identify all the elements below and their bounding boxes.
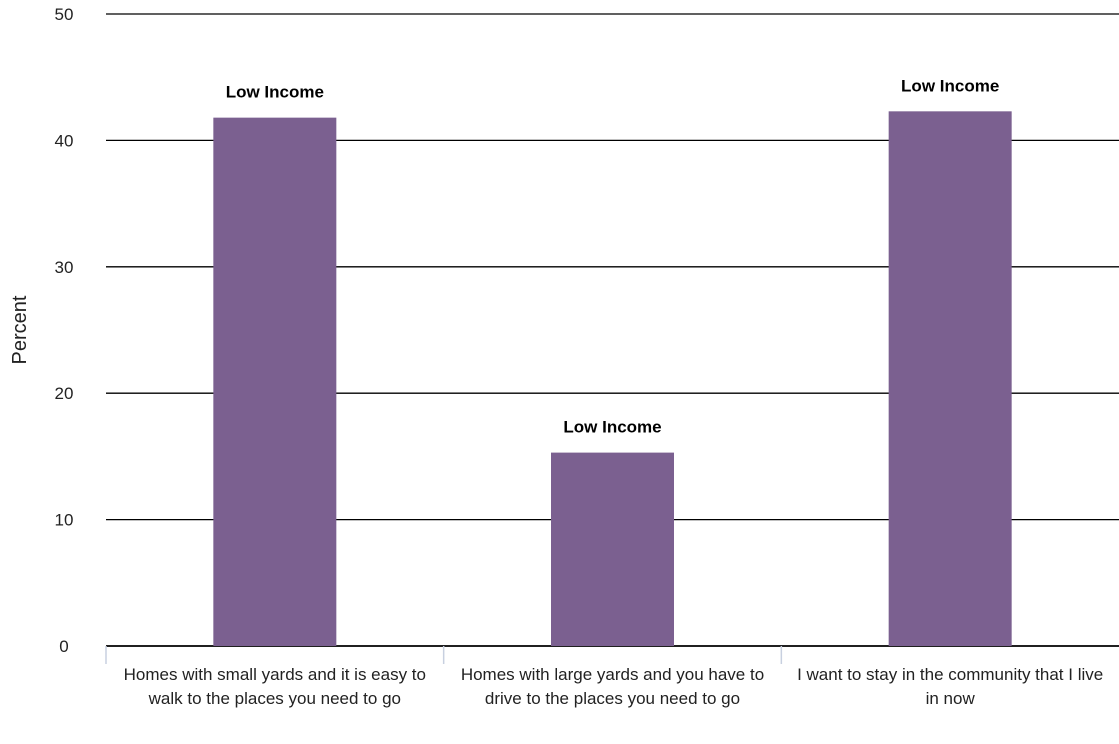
y-tick-label: 30 xyxy=(55,258,74,277)
bar xyxy=(888,111,1012,646)
y-axis-title: Percent xyxy=(9,295,31,364)
data-label: Low Income xyxy=(901,76,999,95)
y-tick-label: 20 xyxy=(55,384,74,403)
x-tick-label: I want to stay in the community that I l… xyxy=(797,665,1104,708)
y-tick-label: 0 xyxy=(59,637,68,656)
bar xyxy=(551,452,674,646)
x-tick-label: Homes with small yards and it is easy to… xyxy=(123,665,426,708)
y-tick-label: 50 xyxy=(55,5,74,24)
data-label: Low Income xyxy=(226,83,324,102)
data-labels: Low Income Low Income Low Income xyxy=(226,76,1000,436)
x-tick-label: Homes with large yards and you have to d… xyxy=(460,665,765,708)
bars xyxy=(213,111,1012,646)
y-tick-label: 40 xyxy=(55,131,74,150)
bar xyxy=(213,117,337,646)
y-axis-ticks: 0 10 20 30 40 50 xyxy=(55,5,74,656)
y-tick-label: 10 xyxy=(55,511,74,530)
x-axis xyxy=(105,646,783,664)
data-label: Low Income xyxy=(563,418,661,437)
